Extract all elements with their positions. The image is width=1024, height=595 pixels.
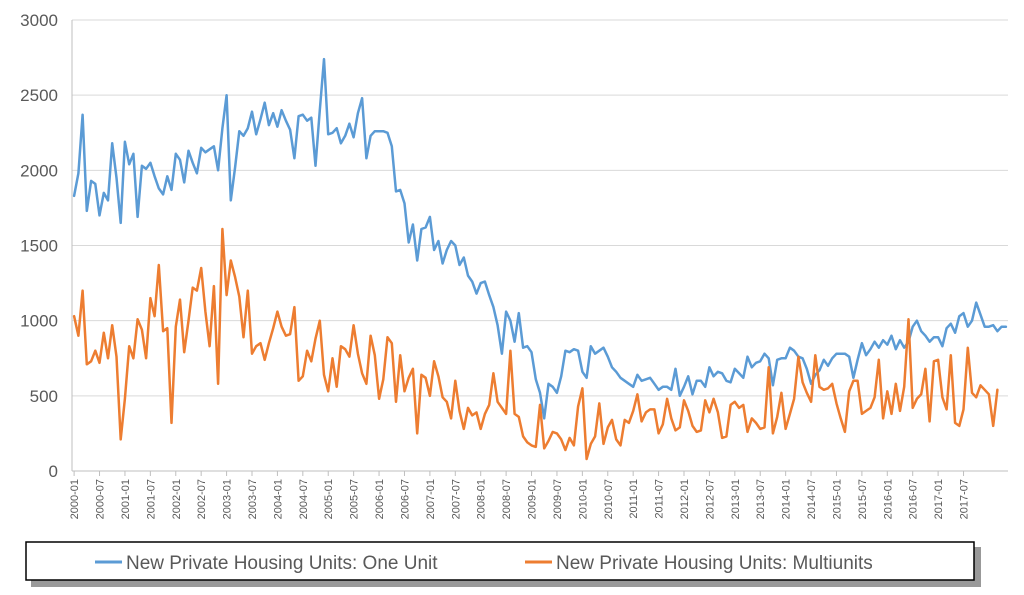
x-tick-label: 2005-07 bbox=[349, 479, 361, 519]
x-tick-label: 2007-01 bbox=[425, 479, 437, 519]
y-tick-label: 2500 bbox=[20, 86, 58, 105]
x-tick-label: 2003-07 bbox=[247, 479, 259, 519]
x-tick-label: 2006-07 bbox=[399, 479, 411, 519]
x-tick-label: 2015-01 bbox=[831, 479, 843, 519]
y-tick-label: 2000 bbox=[20, 161, 58, 180]
legend-label-one-unit: New Private Housing Units: One Unit bbox=[126, 553, 438, 574]
x-tick-label: 2006-01 bbox=[374, 479, 386, 519]
x-tick-label: 2010-01 bbox=[577, 479, 589, 519]
x-tick-label: 2008-07 bbox=[501, 479, 513, 519]
x-tick-label: 2001-01 bbox=[120, 479, 132, 519]
x-tick-label: 2016-07 bbox=[908, 479, 920, 519]
x-tick-label: 2014-07 bbox=[806, 479, 818, 519]
series-lines bbox=[72, 57, 1008, 461]
x-axis-ticks: 2000-01 2000-07 2001-01 2001-07 2002-01 2002-… bbox=[69, 471, 971, 519]
grid-lines bbox=[71, 19, 1008, 472]
y-axis-ticks: 0 500 1000 1500 2000 2500 3000 bbox=[20, 11, 58, 481]
y-tick-label: 1000 bbox=[20, 312, 58, 331]
y-tick-label: 1500 bbox=[20, 237, 58, 256]
x-tick-label: 2005-01 bbox=[323, 479, 335, 519]
legend-box bbox=[25, 541, 975, 581]
x-tick-label: 2015-07 bbox=[857, 479, 869, 519]
x-tick-label: 2014-01 bbox=[781, 479, 793, 519]
x-tick-label: 2017-07 bbox=[959, 479, 971, 519]
y-tick-label: 500 bbox=[30, 387, 58, 406]
legend-label-multiunits: New Private Housing Units: Multiunits bbox=[556, 553, 873, 574]
x-tick-label: 2000-01 bbox=[69, 479, 81, 519]
x-tick-label: 2002-07 bbox=[196, 479, 208, 519]
x-tick-label: 2007-07 bbox=[450, 479, 462, 519]
x-tick-label: 2009-07 bbox=[552, 479, 564, 519]
x-tick-label: 2008-01 bbox=[476, 479, 488, 519]
x-tick-label: 2011-07 bbox=[654, 479, 666, 519]
x-tick-label: 2013-07 bbox=[755, 479, 767, 519]
x-tick-label: 2004-01 bbox=[272, 479, 284, 519]
x-tick-label: 2011-01 bbox=[628, 479, 640, 519]
legend: New Private Housing Units: One Unit New … bbox=[25, 541, 981, 587]
x-tick-label: 2016-01 bbox=[882, 479, 894, 519]
series-line-one-unit bbox=[72, 57, 1008, 420]
series-line-multiunits bbox=[72, 227, 999, 461]
x-tick-label: 2004-07 bbox=[298, 479, 310, 519]
x-tick-label: 2012-07 bbox=[704, 479, 716, 519]
x-tick-label: 2012-01 bbox=[679, 479, 691, 519]
y-tick-label: 3000 bbox=[20, 11, 58, 30]
x-tick-label: 2010-07 bbox=[603, 479, 615, 519]
x-tick-label: 2009-01 bbox=[527, 479, 539, 519]
x-tick-label: 2003-01 bbox=[222, 479, 234, 519]
x-tick-label: 2017-01 bbox=[933, 479, 945, 519]
x-tick-label: 2013-01 bbox=[730, 479, 742, 519]
x-tick-label: 2001-07 bbox=[145, 479, 157, 519]
x-tick-label: 2002-01 bbox=[171, 479, 183, 519]
y-tick-label: 0 bbox=[49, 462, 58, 481]
x-tick-label: 2000-07 bbox=[95, 479, 107, 519]
